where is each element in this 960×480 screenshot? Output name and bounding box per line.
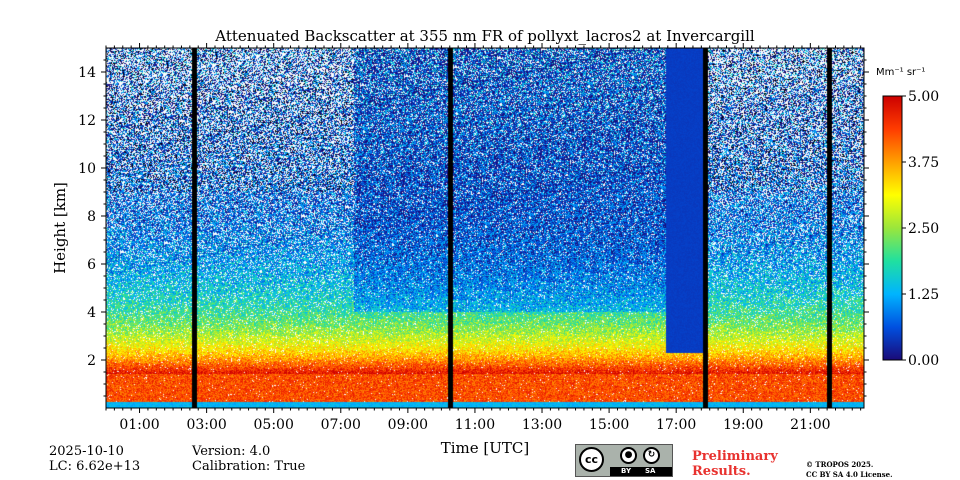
footer-calibration: Calibration: True (192, 459, 306, 474)
x-axis: 01:00 03:00 05:00 07:00 09:00 11:00 13:00 15:00… (105, 43, 862, 433)
cc-badge-bar: BY SA (610, 467, 672, 476)
y-tick-label: 4 (87, 305, 96, 321)
y-axis: 2 4 6 8 10 12 14 (78, 59, 869, 397)
cc-by-label: BY (621, 467, 632, 475)
y-axis-label: Height [km] (51, 182, 69, 274)
preliminary-notice: Preliminary Results. (692, 449, 778, 479)
heatmap-canvas (106, 48, 864, 408)
colorbar-tick-label: 1.25 (908, 287, 939, 303)
cc-icon: cc (579, 447, 604, 472)
copyright-line1: © TROPOS 2025. (806, 460, 874, 469)
colorbar-tick-label: 3.75 (908, 155, 939, 171)
plot-area (105, 47, 865, 409)
footer-date: 2025-10-10 (49, 444, 124, 459)
cc-sa-label: SA (645, 467, 656, 475)
attribution-person-icon: ● (620, 447, 637, 464)
colorbar-tick-label: 0.00 (908, 353, 939, 369)
x-tick-label: 07:00 (321, 417, 361, 433)
y-tick-label: 14 (78, 65, 96, 81)
copyright-notice: © TROPOS 2025. CC BY SA 4.0 License. (806, 460, 893, 480)
x-tick-label: 03:00 (186, 417, 226, 433)
x-tick-label: 19:00 (723, 417, 763, 433)
chart-title: Attenuated Backscatter at 355 nm FR of p… (214, 27, 755, 45)
x-tick-label: 05:00 (254, 417, 294, 433)
colorbar: Mm⁻¹ sr⁻¹ 0.00 1.25 2.50 3.75 5.00 (876, 67, 939, 369)
y-tick-label: 2 (87, 353, 96, 369)
x-tick-label: 01:00 (119, 417, 159, 433)
colorbar-gradient (882, 95, 903, 361)
share-alike-icon: ↻ (643, 447, 660, 464)
colorbar-tick-label: 5.00 (908, 89, 939, 105)
footer-date-block: 2025-10-10 LC: 6.62e+13 (49, 444, 140, 474)
colorbar-tick-label: 2.50 (908, 221, 939, 237)
footer-lc: LC: 6.62e+13 (49, 459, 141, 474)
x-tick-label: 13:00 (522, 417, 562, 433)
colorbar-unit-label: Mm⁻¹ sr⁻¹ (876, 67, 925, 78)
preliminary-line1: Preliminary (692, 449, 778, 464)
copyright-line2: CC BY SA 4.0 License. (806, 470, 893, 479)
x-axis-label: Time [UTC] (441, 439, 530, 457)
footer-version-block: Version: 4.0 Calibration: True (192, 444, 305, 474)
x-tick-label: 21:00 (790, 417, 830, 433)
x-tick-label: 11:00 (455, 417, 495, 433)
x-tick-label: 09:00 (388, 417, 428, 433)
y-tick-label: 12 (78, 113, 96, 129)
cc-license-badge[interactable]: cc ● ↻ BY SA (575, 444, 673, 477)
y-tick-label: 10 (78, 161, 96, 177)
y-tick-label: 6 (87, 257, 96, 273)
x-tick-label: 15:00 (589, 417, 629, 433)
y-tick-label: 8 (87, 209, 96, 225)
colorbar-ticks: 0.00 1.25 2.50 3.75 5.00 (902, 89, 939, 369)
x-tick-label: 17:00 (656, 417, 696, 433)
preliminary-line2: Results. (692, 464, 751, 479)
footer-version: Version: 4.0 (192, 444, 271, 459)
